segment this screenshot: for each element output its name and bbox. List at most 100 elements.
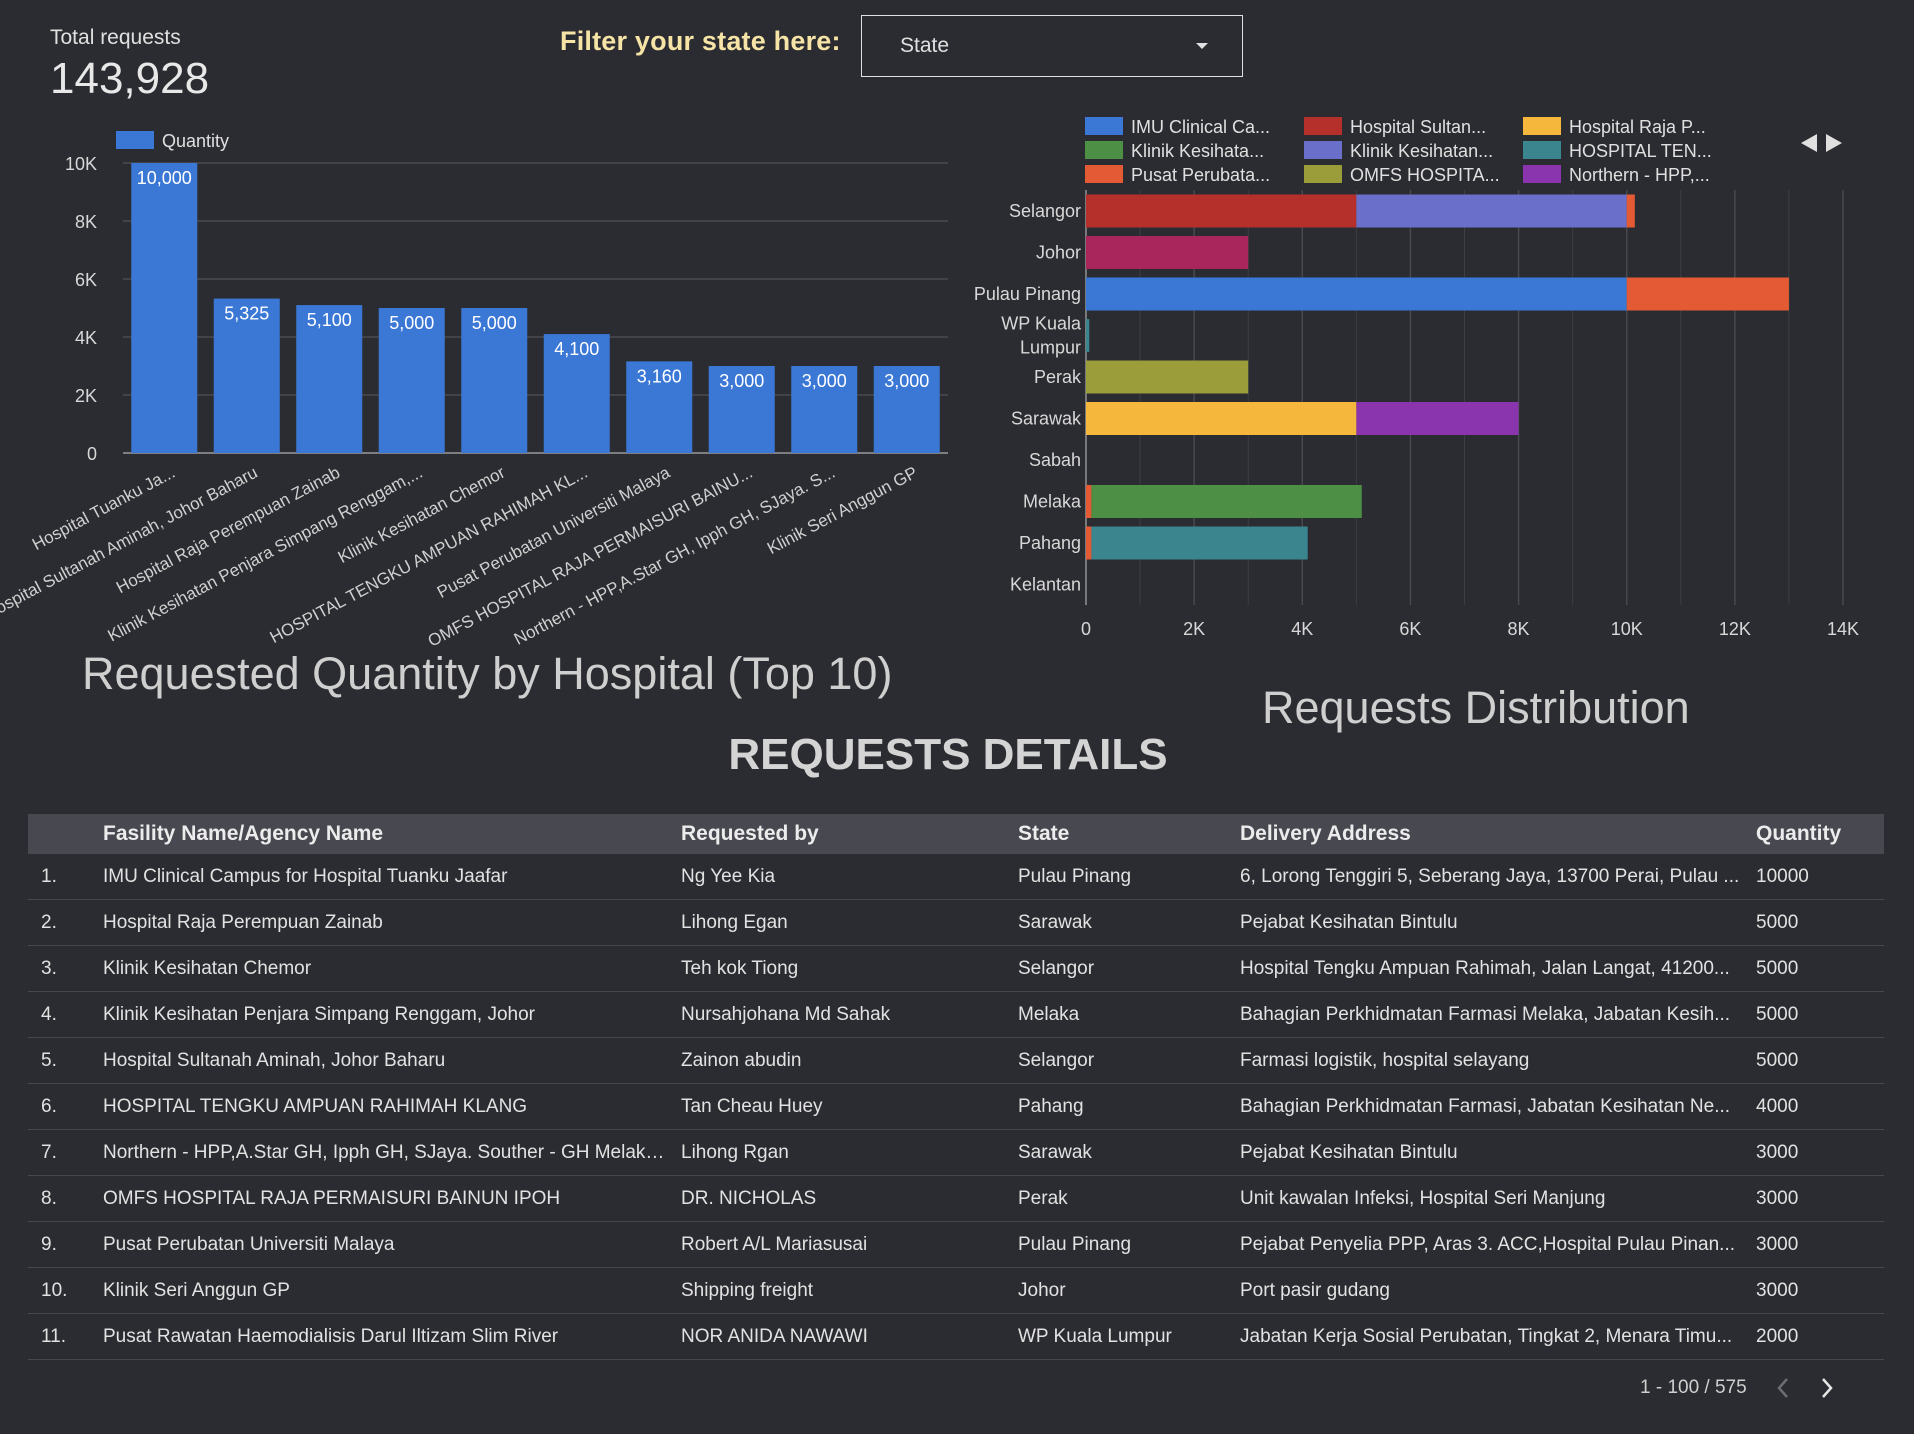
- cell-facility: Pusat Rawatan Haemodialisis Darul Iltiza…: [103, 1325, 559, 1347]
- pagination-range: 1 - 100 / 575: [1640, 1377, 1747, 1398]
- cell-state: Sarawak: [1018, 1141, 1092, 1163]
- bar: [378, 308, 445, 453]
- legend-swatch-quantity: [116, 131, 154, 149]
- legend-swatch: [1304, 141, 1342, 159]
- cell-quantity: 3000: [1756, 1141, 1799, 1163]
- cell-quantity: 3000: [1756, 1233, 1799, 1255]
- table-row[interactable]: 9. Pusat Perubatan Universiti Malaya Rober…: [28, 1222, 1884, 1268]
- cell-delivery-address: 6, Lorong Tenggiri 5, Seberang Jaya, 137…: [1240, 865, 1740, 887]
- distribution-chart: IMU Clinical Ca... Hospital Sultan... Hosp…: [974, 117, 1859, 639]
- next-page-button[interactable]: [1807, 1368, 1847, 1408]
- cell-facility: IMU Clinical Campus for Hospital Tuanku …: [103, 865, 508, 887]
- table-row[interactable]: 6. HOSPITAL TENGKU AMPUAN RAHIMAH KLANG Ta…: [28, 1084, 1884, 1130]
- cell-requested-by: Teh kok Tiong: [681, 957, 799, 979]
- bar-value-label: 3,000: [719, 371, 764, 391]
- stacked-bar-segment: [1626, 194, 1635, 228]
- cell-state: Melaka: [1018, 1003, 1080, 1025]
- cell-requested-by: Shipping freight: [681, 1279, 814, 1301]
- y-tick-label: 8K: [75, 212, 97, 232]
- bar: [213, 298, 280, 453]
- cell-state: Pahang: [1018, 1095, 1084, 1117]
- bar-value-label: 3,000: [884, 371, 929, 391]
- x-tick-label: 8K: [1508, 619, 1530, 639]
- legend-swatch: [1523, 117, 1561, 135]
- cell-requested-by: Tan Cheau Huey: [681, 1095, 823, 1117]
- cell-quantity: 5000: [1756, 911, 1799, 933]
- cell-delivery-address: Unit kawalan Infeksi, Hospital Seri Manj…: [1240, 1187, 1606, 1209]
- stacked-bar-segment: [1626, 277, 1789, 311]
- legend-next-icon: [1826, 134, 1842, 152]
- legend-swatch: [1085, 165, 1123, 183]
- cell-state: Pulau Pinang: [1018, 1233, 1132, 1255]
- bar-value-label: 5,000: [472, 313, 517, 333]
- legend-label: Pusat Perubata...: [1131, 165, 1270, 185]
- x-tick-label: Klinik Seri Anggun GP: [764, 463, 921, 558]
- y-category-label: Selangor: [1009, 201, 1081, 221]
- row-index: 4.: [41, 1003, 57, 1025]
- y-category-label: Pahang: [1019, 533, 1081, 553]
- y-category-label: Pulau Pinang: [974, 284, 1081, 304]
- cell-state: Selangor: [1018, 1049, 1095, 1071]
- state-dropdown[interactable]: State: [861, 15, 1243, 77]
- table-row[interactable]: 8. OMFS HOSPITAL RAJA PERMAISURI BAINUN I…: [28, 1176, 1884, 1222]
- cell-requested-by: NOR ANIDA NAWAWI: [681, 1325, 868, 1347]
- legend-label: IMU Clinical Ca...: [1131, 117, 1270, 137]
- stacked-bar-segment: [1086, 236, 1249, 269]
- bar: [296, 305, 363, 453]
- cell-requested-by: Zainon abudin: [681, 1049, 802, 1071]
- table-row[interactable]: 3. Klinik Kesihatan Chemor Teh kok Tiong Se…: [28, 946, 1884, 992]
- cell-requested-by: Lihong Rgan: [681, 1141, 789, 1163]
- cell-state: Pulau Pinang: [1018, 865, 1132, 887]
- y-category-label: Lumpur: [1020, 338, 1081, 358]
- table-row[interactable]: 10. Klinik Seri Anggun GP Shipping freight…: [28, 1268, 1884, 1314]
- legend-prev-icon: [1801, 134, 1817, 152]
- header-facility[interactable]: Fasility Name/Agency Name: [103, 822, 384, 845]
- cell-state: Sarawak: [1018, 911, 1092, 933]
- stacked-bar-segment: [1086, 360, 1249, 394]
- cell-quantity: 10000: [1756, 865, 1809, 887]
- stacked-bar-segment: [1086, 526, 1092, 560]
- header-state[interactable]: State: [1018, 822, 1070, 845]
- filter-label: Filter your state here:: [560, 26, 841, 56]
- table-row[interactable]: 1. IMU Clinical Campus for Hospital Tuank…: [28, 854, 1884, 900]
- y-tick-label: 2K: [75, 386, 97, 406]
- previous-page-button[interactable]: [1763, 1368, 1803, 1408]
- row-index: 1.: [41, 865, 57, 887]
- table-row[interactable]: 7. Northern - HPP,A.Star GH, Ipph GH, SJa…: [28, 1130, 1884, 1176]
- legend-swatch: [1085, 141, 1123, 159]
- stacked-bar-segment: [1091, 526, 1308, 560]
- cell-facility: Klinik Kesihatan Chemor: [103, 957, 312, 979]
- cell-requested-by: DR. NICHOLAS: [681, 1187, 817, 1209]
- table-row[interactable]: 2. Hospital Raja Perempuan Zainab Lihong E…: [28, 900, 1884, 946]
- y-category-label: Perak: [1034, 367, 1082, 387]
- y-tick-label: 6K: [75, 270, 97, 290]
- cell-state: Perak: [1018, 1187, 1068, 1209]
- cell-quantity: 3000: [1756, 1279, 1799, 1301]
- bar: [708, 366, 775, 453]
- cell-quantity: 5000: [1756, 957, 1799, 979]
- cell-quantity: 5000: [1756, 1003, 1799, 1025]
- legend-swatch: [1304, 165, 1342, 183]
- table-row[interactable]: 5. Hospital Sultanah Aminah, Johor Baharu…: [28, 1038, 1884, 1084]
- cell-requested-by: Ng Yee Kia: [681, 865, 776, 887]
- legend-label: Hospital Sultan...: [1350, 117, 1486, 137]
- bar: [461, 308, 528, 453]
- bar-value-label: 3,160: [637, 366, 682, 386]
- cell-quantity: 4000: [1756, 1095, 1799, 1117]
- bar-chart: Quantity 0 2K 4K 6K 8K 10K 10,000 Hospital Tuank…: [0, 131, 948, 651]
- table-row[interactable]: 4. Klinik Kesihatan Penjara Simpang Rengg…: [28, 992, 1884, 1038]
- x-tick-label: 10K: [1611, 619, 1643, 639]
- table-body: 1. IMU Clinical Campus for Hospital Tuank…: [28, 854, 1884, 1360]
- header-delivery-address[interactable]: Delivery Address: [1240, 822, 1411, 845]
- cell-state: Selangor: [1018, 957, 1095, 979]
- table-row[interactable]: 11. Pusat Rawatan Haemodialisis Darul Ilt…: [28, 1314, 1884, 1360]
- header-requested-by[interactable]: Requested by: [681, 822, 819, 845]
- bar-value-label: 5,325: [224, 304, 269, 324]
- kpi-label: Total requests: [50, 26, 181, 49]
- cell-facility: Hospital Raja Perempuan Zainab: [103, 911, 383, 933]
- legend-label: Klinik Kesihata...: [1131, 141, 1264, 161]
- cell-facility: HOSPITAL TENGKU AMPUAN RAHIMAH KLANG: [103, 1095, 528, 1117]
- legend-swatch: [1523, 165, 1561, 183]
- header-quantity[interactable]: Quantity: [1756, 822, 1842, 845]
- bar-value-label: 3,000: [802, 371, 847, 391]
